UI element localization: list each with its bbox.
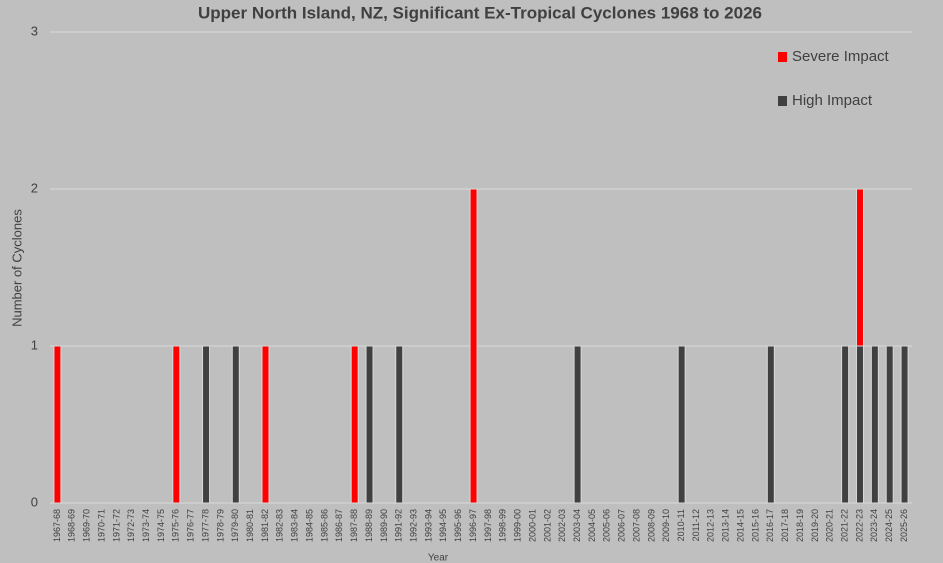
bar-segment [885, 345, 894, 504]
x-tick-label: 1978-79 [215, 509, 225, 542]
y-tick-label: 1 [31, 337, 38, 352]
x-tick-label: 2008-09 [646, 509, 656, 542]
x-tick-label: 2000-01 [527, 509, 537, 542]
x-tick-label: 2014-15 [735, 509, 745, 542]
x-tick-label: 2001-02 [542, 509, 552, 542]
y-tick-label: 0 [31, 494, 38, 509]
x-tick-label: 1989-90 [379, 509, 389, 542]
legend-label: Severe Impact [792, 48, 890, 65]
chart-title: Upper North Island, NZ, Significant Ex-T… [198, 3, 762, 22]
x-tick-label: 1993-94 [423, 509, 433, 542]
x-tick-label: 2024-25 [884, 509, 894, 542]
x-tick-label: 2011-12 [691, 509, 701, 541]
x-tick-label: 1975-76 [171, 509, 181, 542]
legend-swatch [778, 52, 787, 62]
x-tick-label: 1982-83 [275, 509, 285, 542]
x-tick-label: 2025-26 [899, 509, 909, 542]
x-tick-label: 1994-95 [438, 509, 448, 542]
y-tick-label: 2 [31, 180, 38, 195]
x-tick-label: 1998-99 [498, 509, 508, 542]
x-tick-label: 2003-04 [572, 509, 582, 542]
bar-segment [677, 345, 686, 504]
bar-segment [469, 188, 478, 504]
bar-segment [855, 345, 864, 504]
x-tick-label: 1988-89 [364, 509, 374, 542]
x-tick-label: 1996-97 [468, 509, 478, 542]
x-tick-label: 1976-77 [186, 509, 196, 542]
x-tick-label: 2004-05 [587, 509, 597, 542]
bar-segment [900, 345, 909, 504]
x-tick-label: 1967-68 [52, 509, 62, 542]
bar-segment [202, 345, 211, 504]
x-tick-label: 1991-92 [394, 509, 404, 542]
x-tick-label: 1985-86 [319, 509, 329, 542]
bar-segment [766, 345, 775, 504]
x-tick-label: 2013-14 [721, 509, 731, 542]
x-tick-label: 1995-96 [453, 509, 463, 542]
x-tick-label: 2006-07 [617, 509, 627, 542]
bar-segment [172, 345, 181, 504]
x-tick-label: 2021-22 [839, 509, 849, 542]
x-tick-label: 2017-18 [780, 509, 790, 542]
x-tick-label: 1972-73 [126, 509, 136, 542]
bar-segment [350, 345, 359, 504]
x-tick-label: 1997-98 [483, 509, 493, 542]
x-tick-label: 2022-23 [854, 509, 864, 542]
y-axis-label: Number of Cyclones [9, 209, 24, 327]
x-tick-label: 1986-87 [334, 509, 344, 542]
x-tick-label: 1981-82 [260, 509, 270, 542]
x-tick-label: 2019-20 [810, 509, 820, 542]
x-tick-label: 1987-88 [349, 509, 359, 542]
bar-segment [231, 345, 240, 504]
x-tick-label: 2015-16 [750, 509, 760, 542]
x-tick-label: 2020-21 [825, 509, 835, 542]
bar-segment [365, 345, 374, 504]
legend-label: High Impact [792, 92, 873, 109]
x-tick-label: 1969-70 [82, 509, 92, 542]
x-tick-label: 1974-75 [156, 509, 166, 542]
x-tick-label: 1970-71 [96, 509, 106, 542]
bar-segment [841, 345, 850, 504]
bar-segment [855, 188, 864, 347]
legend-swatch [778, 96, 787, 106]
y-tick-label: 3 [31, 23, 38, 38]
bar-segment [395, 345, 404, 504]
bar-segment [53, 345, 62, 504]
x-tick-label: 1992-93 [408, 509, 418, 542]
x-tick-label: 1983-84 [290, 509, 300, 542]
x-tick-label: 2009-10 [661, 509, 671, 542]
bar-segment [870, 345, 879, 504]
bar-segment [261, 345, 270, 504]
x-tick-label: 1971-72 [111, 509, 121, 542]
x-tick-label: 2002-03 [557, 509, 567, 542]
x-tick-label: 1980-81 [245, 509, 255, 542]
x-tick-label: 2012-13 [706, 509, 716, 542]
x-tick-label: 2007-08 [631, 509, 641, 542]
x-tick-label: 1973-74 [141, 509, 151, 542]
x-tick-label: 2016-17 [765, 509, 775, 542]
x-tick-label: 1977-78 [200, 509, 210, 542]
x-tick-label: 2010-11 [676, 509, 686, 541]
x-tick-label: 2018-19 [795, 509, 805, 542]
x-tick-label: 2005-06 [602, 509, 612, 542]
x-axis-label: Year [428, 553, 449, 563]
x-tick-label: 1984-85 [304, 509, 314, 542]
x-tick-label: 1968-69 [67, 509, 77, 542]
x-tick-label: 1999-00 [513, 509, 523, 542]
bar-segment [573, 345, 582, 504]
x-tick-label: 1979-80 [230, 509, 240, 542]
x-tick-label: 2023-24 [869, 509, 879, 542]
